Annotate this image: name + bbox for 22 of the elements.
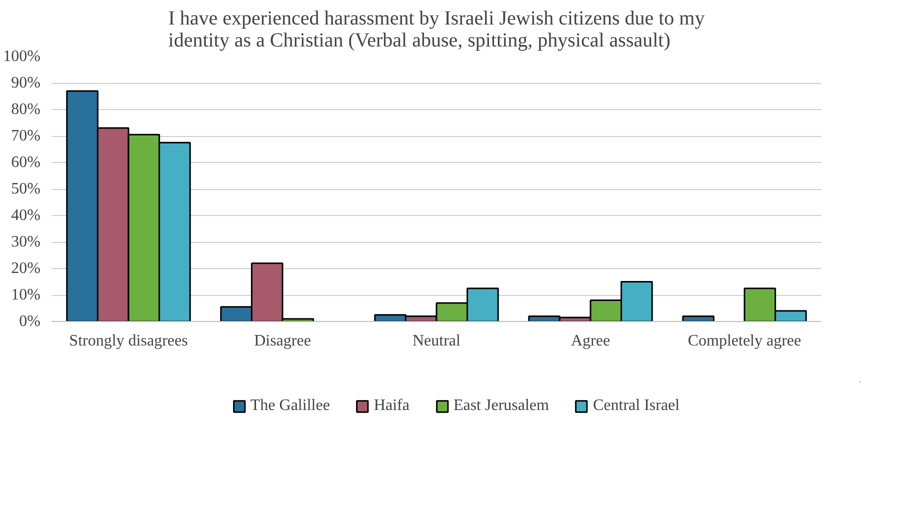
legend-label: East Jerusalem bbox=[453, 397, 549, 415]
y-tick-label: 80% bbox=[11, 101, 40, 118]
y-tick-label: 20% bbox=[11, 260, 40, 277]
y-tick-label: 30% bbox=[11, 234, 40, 250]
x-tick-label: Neutral bbox=[412, 332, 462, 350]
legend-label: The Galillee bbox=[250, 397, 330, 415]
y-tick-label: 10% bbox=[11, 286, 40, 304]
legend-label: Haifa bbox=[374, 397, 410, 415]
y-tick-label: 50% bbox=[11, 180, 40, 198]
x-tick-label: Completely agree bbox=[688, 332, 802, 350]
y-tick-label: 90% bbox=[11, 74, 40, 92]
y-tick-label: 40% bbox=[11, 207, 40, 224]
y-tick-label: 60% bbox=[11, 154, 40, 171]
bar bbox=[682, 315, 714, 322]
chart-title: I have experienced harassment by Israeli Jewish citizens due to my identity as a Christian (Verbal abuse, spitting, physical assault) bbox=[168, 8, 705, 52]
x-tick-label: Disagree bbox=[254, 332, 311, 350]
y-tick-label: 70% bbox=[11, 128, 40, 144]
y-tick-label: 100% bbox=[3, 48, 40, 65]
x-tick-label: Agree bbox=[570, 332, 610, 350]
x-tick-label: Strongly disagrees bbox=[69, 332, 188, 350]
legend-label: Central Israel bbox=[592, 397, 680, 415]
y-tick-label: 0% bbox=[19, 313, 40, 330]
